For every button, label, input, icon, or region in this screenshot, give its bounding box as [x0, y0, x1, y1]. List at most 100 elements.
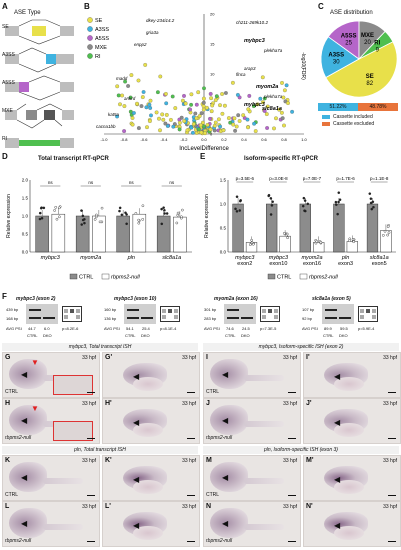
y-tick-label: 0.5: [22, 232, 29, 237]
legend-swatch: [299, 273, 308, 280]
y-tick-label: 1.5: [220, 178, 227, 183]
scatter-point: [228, 120, 233, 125]
scale-bar: [288, 392, 296, 393]
psi-label: AVG PSI: [204, 326, 220, 331]
arrowhead-icon: ◀: [133, 521, 140, 530]
arrowhead-icon: ◀: [222, 473, 229, 482]
scatter-point: [148, 98, 153, 103]
scatter-point: [252, 121, 257, 126]
scatter-point: [284, 83, 289, 88]
scatter-point: [200, 120, 205, 125]
ish-panel-label: H: [5, 400, 11, 407]
data-point: [235, 195, 239, 199]
scatter-point: [260, 75, 265, 80]
x-tick-label: mybpc3: [235, 255, 255, 261]
data-point: [369, 197, 373, 201]
scale-bar: [388, 438, 396, 439]
scale-bar: [187, 541, 195, 542]
data-point: [162, 206, 165, 209]
scatter-point: [188, 107, 193, 112]
scatter-point: [208, 91, 213, 96]
scatter-point: [122, 129, 127, 134]
stage-label: 33 hpf: [82, 401, 96, 407]
legend-included: Cassette included: [333, 114, 373, 120]
gel-panel: mybpc3 (exon 10) 160 bp 136 bp AVG PSI 5…: [104, 296, 200, 342]
x-tick-label: -0.8: [121, 137, 129, 142]
x-tick-label: exon2: [237, 261, 252, 267]
scatter-point: [222, 103, 227, 108]
scatter-point: [177, 120, 182, 125]
scatter-point: [118, 102, 122, 107]
data-point: [141, 218, 145, 221]
gel-image: [224, 304, 256, 324]
lane-label: DKO: [241, 333, 250, 338]
ase-type-diagrams: [5, 19, 74, 148]
data-point: [238, 209, 242, 212]
scatter-point: [158, 128, 162, 133]
stage-label: 33 hpf: [283, 458, 297, 464]
data-point: [269, 197, 273, 200]
stage-label: 33 hpf: [182, 458, 196, 464]
sig-label: ns: [88, 180, 94, 185]
scatter-point: [201, 100, 206, 105]
genotype-label: CTRL: [206, 389, 220, 395]
data-point: [301, 204, 305, 208]
data-point: [38, 211, 42, 215]
exon-schematic: [160, 306, 180, 322]
bp-label: 283 bp: [204, 316, 217, 321]
scatter-point: [232, 116, 237, 121]
scatter-point: [147, 119, 152, 124]
stage-label: 33 hpf: [283, 401, 297, 407]
gel-image: [26, 304, 58, 324]
scatter-point: [262, 109, 267, 113]
scatter-point: [136, 126, 141, 131]
ish-panel-label: I: [206, 354, 208, 361]
ish-image-panel: ◀ N' 33 hpf: [303, 501, 401, 547]
data-point: [271, 200, 274, 204]
scatter-point: [212, 123, 217, 128]
pie-value: 20: [364, 40, 371, 46]
data-point: [80, 209, 83, 212]
psi-value: 6.0: [44, 326, 50, 331]
genotype-label: CTRL: [206, 492, 220, 498]
sig-label: p=3.5E-6: [236, 176, 255, 181]
cassette-included-bar: 51.22%: [318, 103, 358, 111]
ish-panel-label: J': [306, 400, 312, 407]
scatter-point: [213, 98, 218, 103]
pie-label: A5SS: [341, 34, 357, 40]
data-point: [337, 200, 340, 204]
genotype-label: CTRL: [5, 492, 19, 498]
data-point: [118, 209, 121, 213]
scatter-point: [274, 116, 278, 121]
legend-label: MXE: [95, 45, 107, 51]
ish-image-panel: ◀ J' 33 hpf: [303, 398, 401, 444]
ase-type-title: ASE Type: [14, 10, 41, 16]
x-tick-label: pln: [341, 255, 349, 261]
scatter-point: [246, 107, 251, 112]
scatter-point: [262, 96, 267, 101]
inset-zoom: [53, 375, 93, 395]
scatter-point: [201, 96, 206, 101]
data-point: [165, 212, 169, 215]
data-point: [40, 216, 44, 220]
bar: [266, 203, 278, 253]
sig-label: ns: [169, 180, 175, 185]
bar: [380, 230, 392, 253]
data-point: [53, 209, 56, 212]
y-tick-label: 20: [210, 12, 215, 17]
y-tick-label: 1.0: [22, 214, 29, 219]
stage-label: 33 hpf: [383, 458, 397, 464]
scatter-point: [245, 117, 250, 122]
data-point: [306, 202, 310, 206]
scatter-point: [223, 91, 228, 95]
data-point: [55, 217, 59, 221]
scatter-point: [280, 116, 285, 121]
lane-label: DKO: [339, 333, 348, 338]
legend-dot: [87, 35, 93, 41]
stage-label: 33 hpf: [283, 355, 297, 361]
scatter-point: [189, 102, 194, 107]
ish-image-panel: ◀ H' 33 hpf: [102, 398, 200, 444]
scatter-point: [120, 93, 125, 98]
data-point: [80, 223, 84, 226]
pie-slice: [358, 30, 394, 60]
